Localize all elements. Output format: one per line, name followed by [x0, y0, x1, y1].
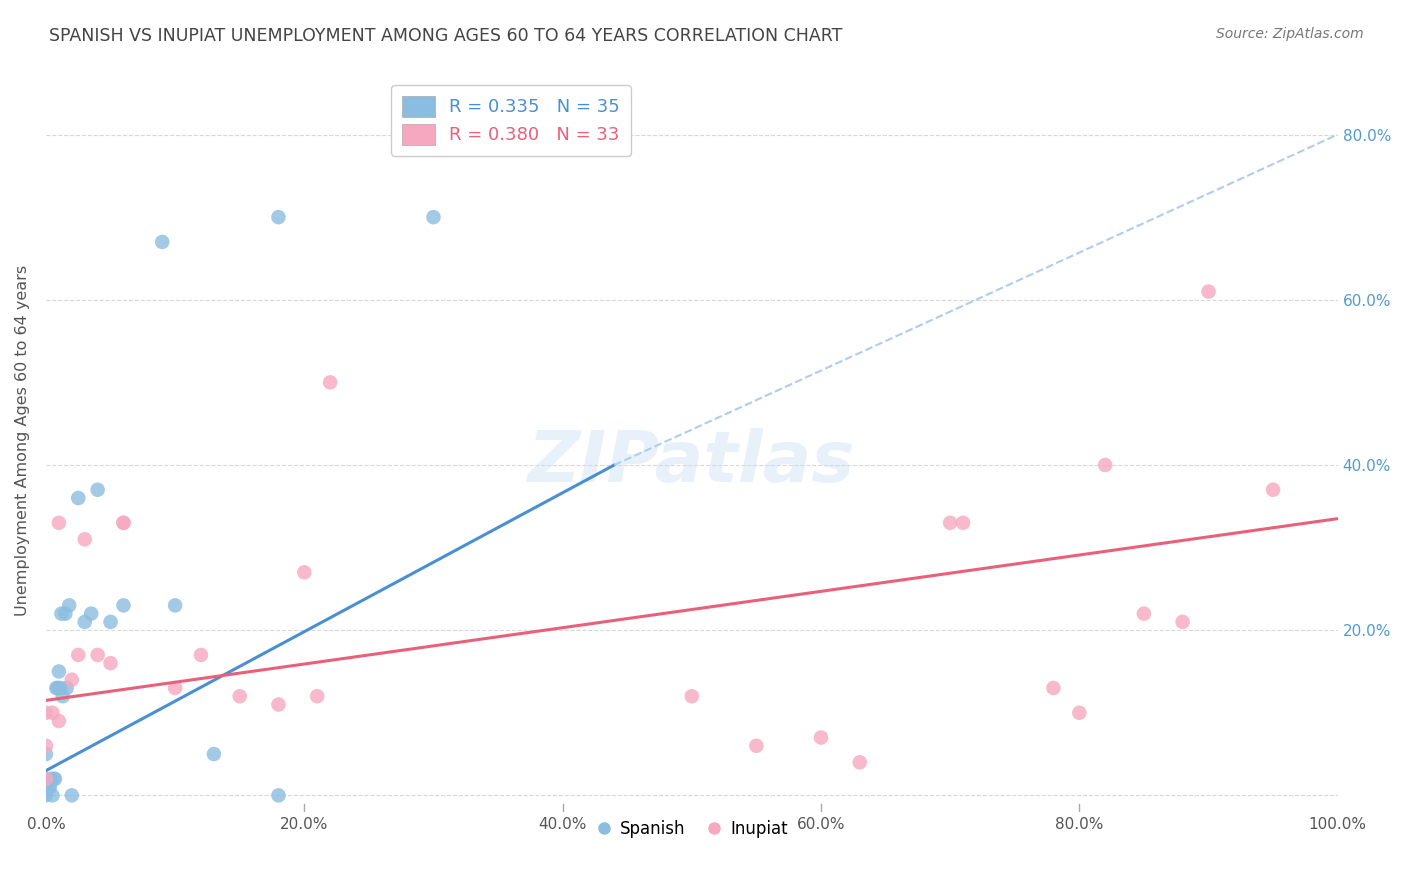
Point [35, 772, 58, 786]
Point [60, 789, 83, 803]
Point [848, 756, 870, 770]
Point [267, 210, 290, 224]
Point [46, 681, 69, 695]
Point [60, 673, 83, 687]
Point [150, 235, 173, 249]
Point [51, 607, 73, 621]
Point [42, 772, 65, 786]
Point [35, 706, 58, 720]
Point [190, 648, 212, 662]
Text: SPANISH VS INUPIAT UNEMPLOYMENT AMONG AGES 60 TO 64 YEARS CORRELATION CHART: SPANISH VS INUPIAT UNEMPLOYMENT AMONG AG… [49, 27, 842, 45]
Point [292, 566, 315, 580]
Point [67, 491, 90, 505]
Point [35, 739, 58, 753]
Point [1094, 458, 1116, 472]
Point [810, 731, 832, 745]
Point [39, 772, 62, 786]
Point [319, 376, 342, 390]
Point [35, 776, 58, 790]
Point [48, 665, 70, 679]
Point [35, 772, 58, 786]
Point [38, 780, 60, 794]
Text: ZIPatlas: ZIPatlas [529, 428, 855, 497]
Point [41, 706, 63, 720]
Point [73, 615, 96, 629]
Point [35, 780, 58, 794]
Point [267, 698, 290, 712]
Point [45, 681, 67, 695]
Point [35, 789, 58, 803]
Y-axis label: Unemployment Among Ages 60 to 64 years: Unemployment Among Ages 60 to 64 years [15, 265, 30, 615]
Point [52, 690, 75, 704]
Point [73, 533, 96, 547]
Text: Source: ZipAtlas.com: Source: ZipAtlas.com [1216, 27, 1364, 41]
Point [35, 780, 58, 794]
Point [58, 599, 80, 613]
Point [112, 516, 135, 530]
Point [86, 483, 108, 497]
Point [86, 648, 108, 662]
Point [112, 599, 135, 613]
Point [228, 690, 250, 704]
Point [202, 747, 225, 761]
Point [952, 516, 974, 530]
Point [745, 739, 768, 753]
Point [35, 784, 58, 798]
Point [165, 599, 187, 613]
Point [267, 789, 290, 803]
Point [1171, 615, 1194, 629]
Point [49, 681, 72, 695]
Legend: Spanish, Inupiat: Spanish, Inupiat [589, 814, 794, 845]
Point [80, 607, 103, 621]
Point [939, 516, 962, 530]
Point [681, 690, 703, 704]
Point [1198, 285, 1220, 299]
Point [1261, 483, 1284, 497]
Point [100, 657, 122, 671]
Point [165, 681, 187, 695]
Point [48, 714, 70, 728]
Point [35, 747, 58, 761]
Point [1042, 681, 1064, 695]
Point [48, 516, 70, 530]
Point [1133, 607, 1156, 621]
Point [44, 772, 66, 786]
Point [100, 615, 122, 629]
Point [1069, 706, 1091, 720]
Point [422, 210, 444, 224]
Point [38, 780, 60, 794]
Point [112, 516, 135, 530]
Point [67, 648, 90, 662]
Point [307, 690, 329, 704]
Point [55, 681, 77, 695]
Point [41, 789, 63, 803]
Point [53, 607, 76, 621]
